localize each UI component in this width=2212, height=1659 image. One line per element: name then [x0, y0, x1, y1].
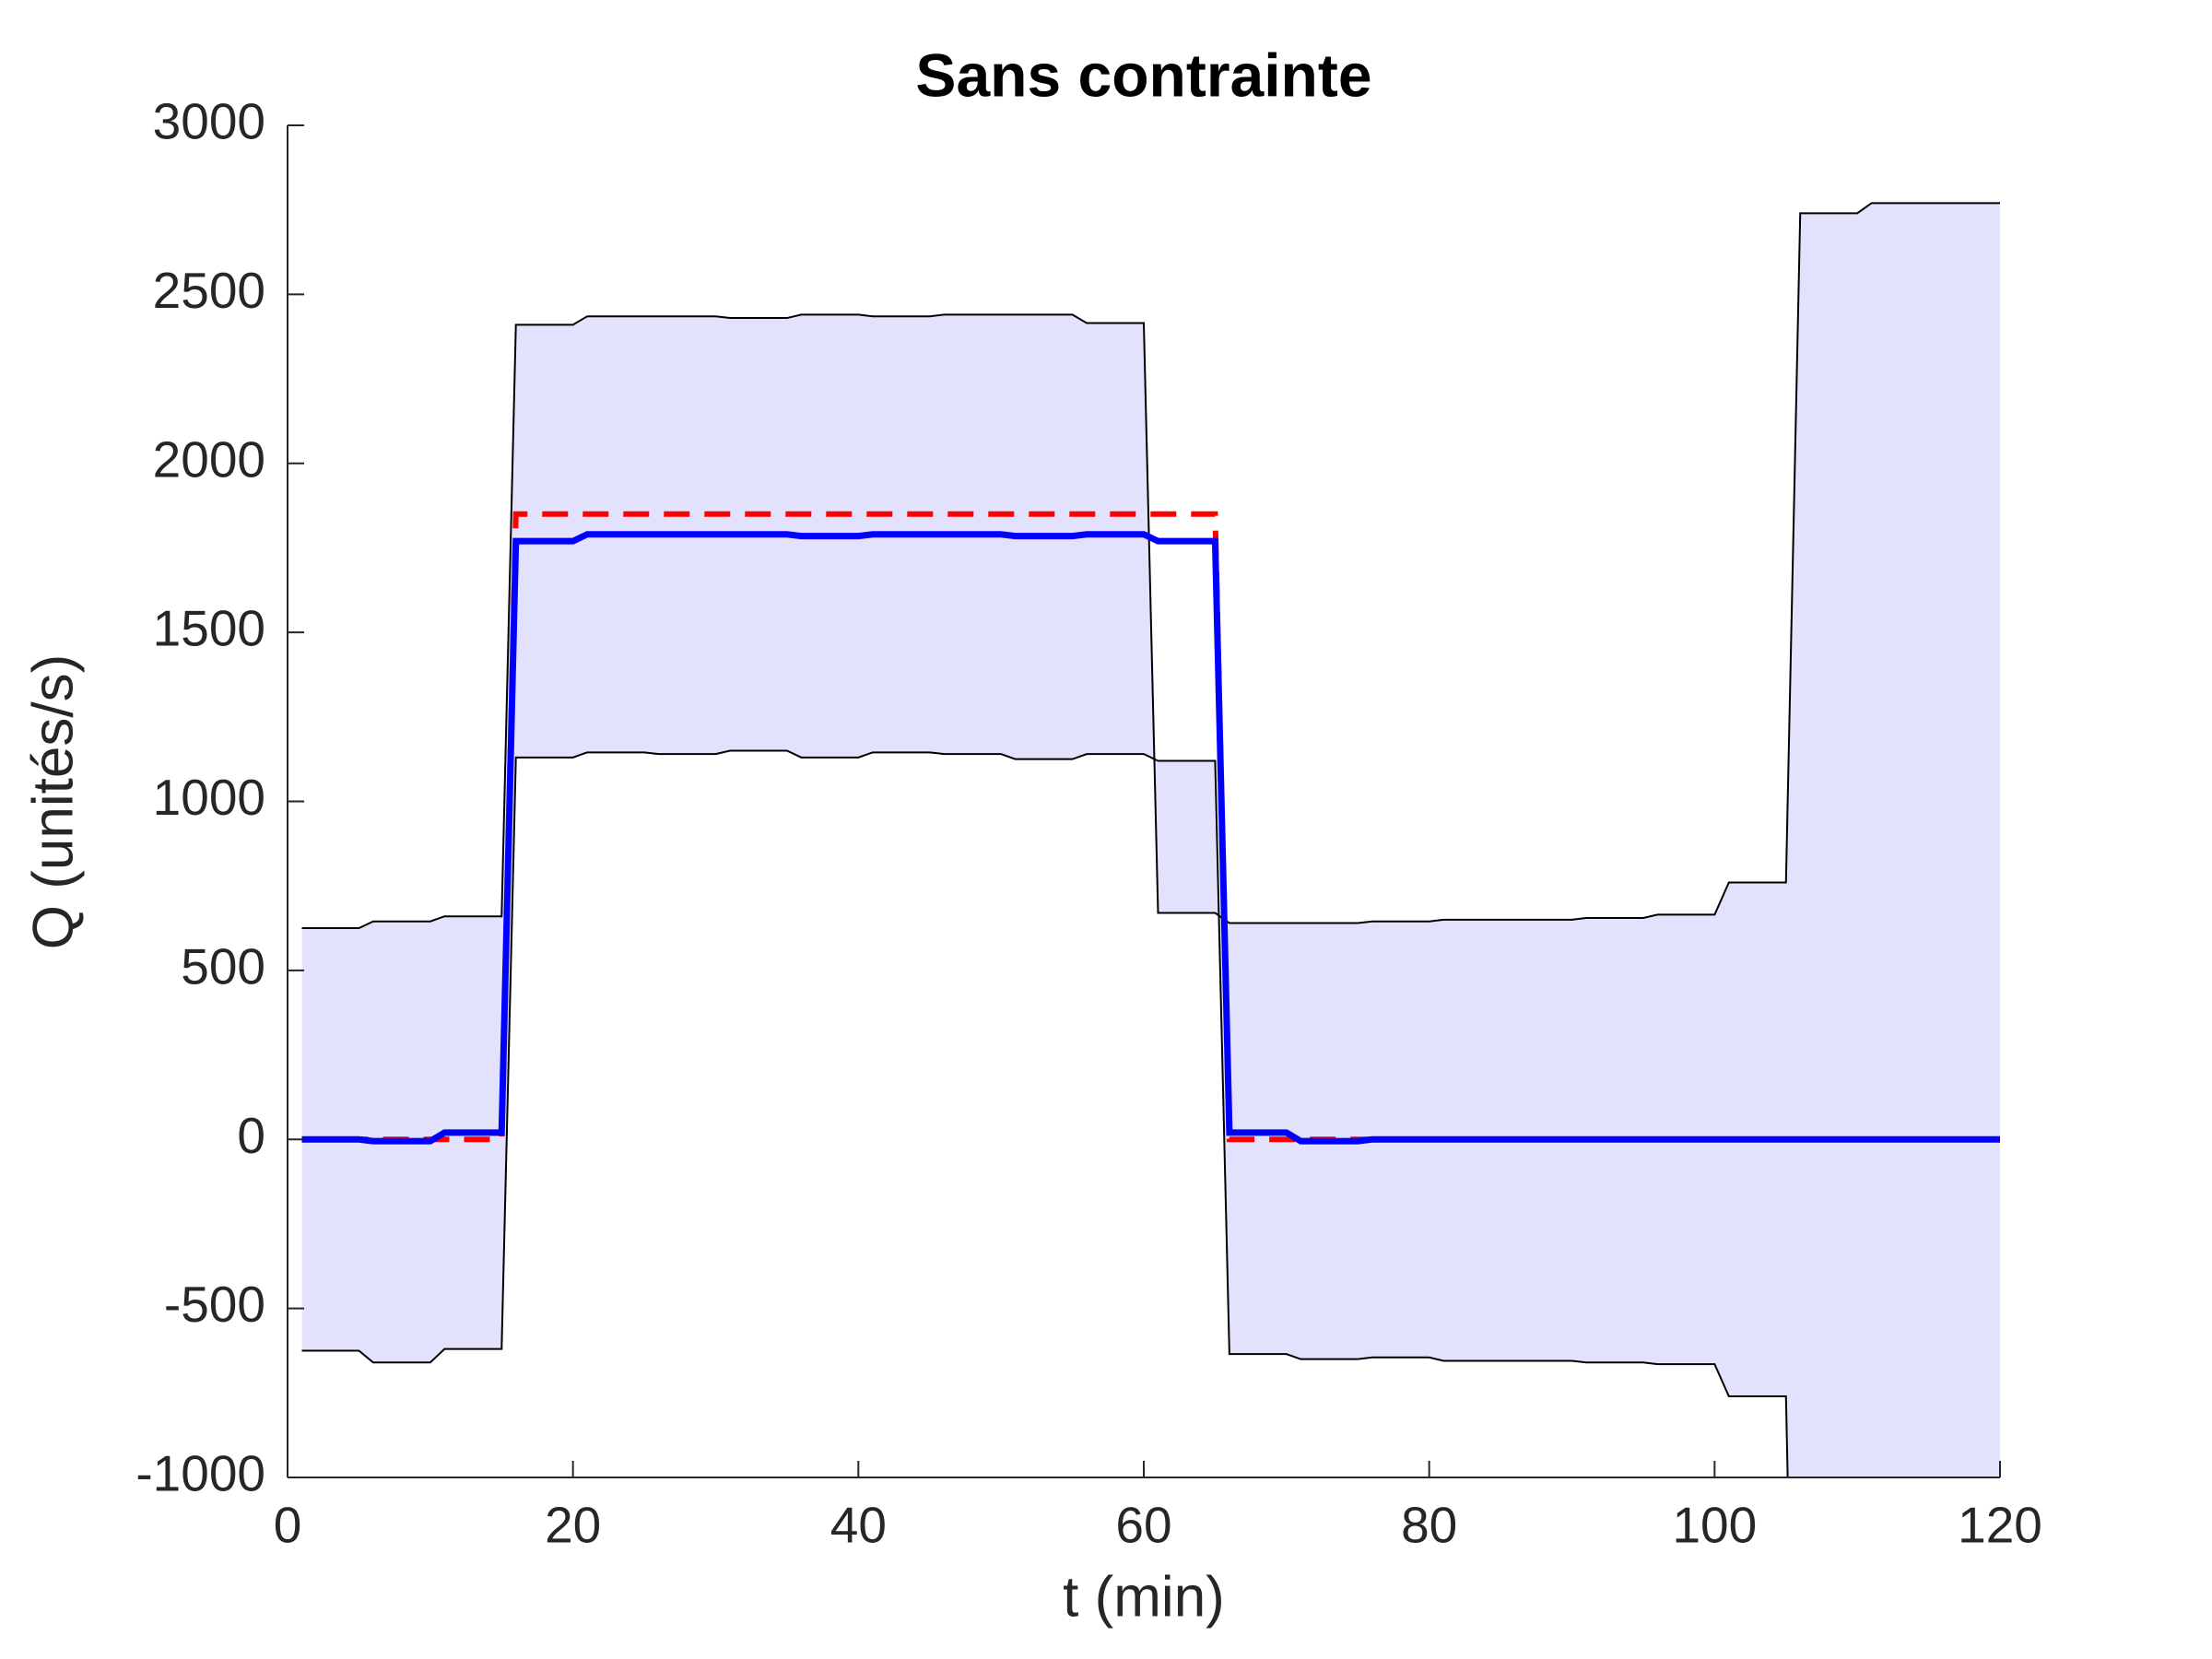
y-tick-label: 1500	[153, 600, 265, 657]
plot-area	[301, 202, 2000, 1477]
uncertainty-band	[301, 203, 2000, 1477]
x-tick-label: 0	[274, 1497, 302, 1554]
band-edge	[301, 749, 1789, 1477]
y-tick-label: -500	[164, 1276, 265, 1333]
y-tick-label: 500	[181, 937, 265, 994]
y-tick-label: 3000	[153, 93, 265, 150]
y-tick-label: 2500	[153, 262, 265, 319]
y-tick-label: 1000	[153, 769, 265, 826]
x-tick-label: 80	[1401, 1497, 1457, 1554]
y-tick-label: 2000	[153, 430, 265, 488]
x-tick-label: 60	[1115, 1497, 1171, 1554]
x-tick-label: 100	[1672, 1497, 1757, 1554]
x-tick-label: 120	[1958, 1497, 2042, 1554]
y-axis-label: Q (unités/s)	[21, 654, 85, 949]
chart-title: Sans contrainte	[915, 41, 1371, 109]
y-tick-label: 0	[237, 1107, 265, 1164]
series-line	[301, 531, 2000, 1145]
x-axis-label: t (min)	[1063, 1565, 1225, 1629]
band-edge	[301, 202, 2000, 930]
x-tick-label: 20	[545, 1497, 601, 1554]
x-tick-label: 40	[830, 1497, 887, 1554]
y-tick-label: -1000	[135, 1445, 265, 1502]
